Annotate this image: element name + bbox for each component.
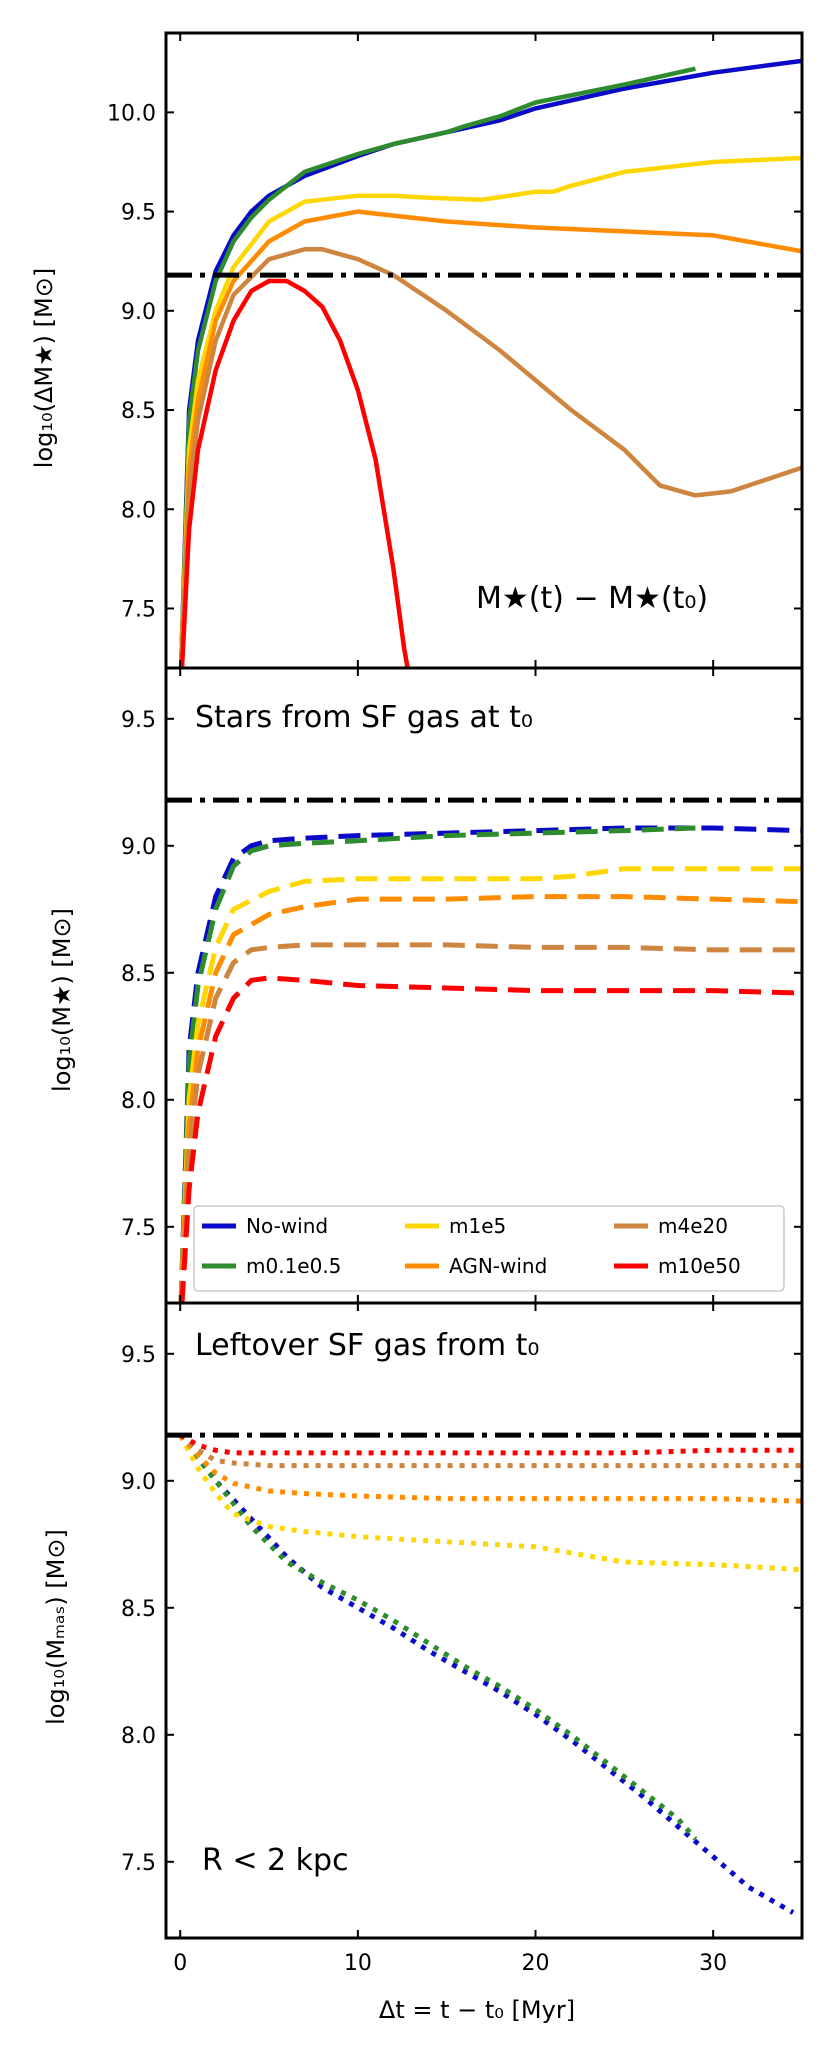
- annotation-middle-panel: Stars from SF gas at t₀: [195, 700, 533, 735]
- ylabel-bottom: log₁₀(Mₘₐₛ) [M⊙]: [42, 1529, 70, 1725]
- legend-label-m1e5: m1e5: [449, 1214, 506, 1238]
- ytick-label: 9.5: [121, 201, 156, 226]
- ytick-label: 8.0: [121, 1724, 156, 1749]
- ylabel-top: log₁₀(ΔM★) [M⊙]: [30, 268, 58, 468]
- series-m4e20-panel-1: [178, 942, 802, 1303]
- xtick-label: 20: [522, 1951, 550, 1976]
- series-m1e5-panel-1: [178, 866, 802, 1303]
- series-no-wind-panel-1: [178, 825, 802, 1303]
- series-no-wind-panel-2: [178, 1433, 795, 1915]
- ytick-label: 9.0: [121, 300, 156, 325]
- ytick-label: 10.0: [107, 101, 156, 126]
- legend-label-m01e05: m0.1e0.5: [246, 1254, 341, 1278]
- ytick-label: 7.5: [121, 597, 156, 622]
- xtick-label: 10: [344, 1951, 372, 1976]
- ytick-label: 9.0: [121, 1470, 156, 1495]
- panel-1: 7.5 8.0 8.5 9.0 9.5: [121, 666, 804, 1305]
- ytick-label: 7.5: [121, 1216, 156, 1241]
- series-m4e20-panel-0: [178, 247, 802, 668]
- series-no-wind-panel-0: [178, 58, 802, 668]
- series-m10e50-panel-2: [178, 1432, 802, 1456]
- ytick-label: 8.0: [121, 498, 156, 523]
- series-m01e05-panel-1: [178, 825, 696, 1303]
- ytick-label: 9.0: [121, 835, 156, 860]
- ytick-label: 8.5: [121, 1597, 156, 1622]
- series-m10e50-panel-1: [179, 975, 802, 1303]
- ytick-label: 7.5: [121, 1851, 156, 1876]
- ylabel-middle: log₁₀(M★) [M⊙]: [48, 908, 76, 1092]
- xtick-label: 0: [173, 1951, 187, 1976]
- series-m4e20-panel-2: [178, 1433, 802, 1469]
- xtick-label: 30: [699, 1951, 727, 1976]
- legend-label-m4e20: m4e20: [658, 1214, 728, 1238]
- ytick-label: 9.5: [121, 708, 156, 733]
- annotation-radius: R < 2 kpc: [202, 1843, 349, 1878]
- panel-2-data: [166, 1432, 802, 1915]
- legend-label-agn-wind: AGN-wind: [449, 1254, 547, 1278]
- annotation-top-panel: M★(t) − M★(t₀): [476, 581, 708, 616]
- annotation-bottom-panel: Leftover SF gas from t₀: [195, 1328, 539, 1363]
- series-m01e05-panel-0: [178, 66, 696, 668]
- series-agn-wind-panel-0: [178, 209, 802, 668]
- series-m1e5-panel-2: [177, 1433, 802, 1573]
- legend-label-no-wind: No-wind: [246, 1214, 328, 1238]
- panels: 7.5 8.0 8.5 9.0 9.5 10.0 7.5 8.0 8.5 9.0 9.5 7.5 8.0…: [107, 31, 804, 1976]
- panel-frame-2: [164, 1301, 804, 1940]
- xlabel: Δt = t − t₀ [Myr]: [379, 1996, 575, 2024]
- ytick-label: 8.5: [121, 962, 156, 987]
- panel-1-data: [166, 797, 802, 1303]
- ytick-label: 8.0: [121, 1089, 156, 1114]
- legend: No-wind m0.1e0.5 m1e5 AGN-wind m4e20 m10…: [193, 1205, 785, 1292]
- series-agn-wind-panel-1: [178, 894, 802, 1303]
- panel-0: 7.5 8.0 8.5 9.0 9.5 10.0: [107, 31, 804, 670]
- series-agn-wind-panel-2: [178, 1433, 802, 1504]
- panel-0-data: [166, 58, 802, 668]
- series-m01e05-panel-2: [178, 1433, 698, 1841]
- series-m1e5-panel-0: [178, 155, 802, 668]
- series-m10e50-panel-0: [179, 278, 410, 668]
- ytick-label: 8.5: [121, 399, 156, 424]
- legend-label-m10e50: m10e50: [658, 1254, 741, 1278]
- panel-2: 7.5 8.0 8.5 9.0 9.5 0 10 20 30: [121, 1301, 804, 1976]
- ytick-label: 9.5: [121, 1343, 156, 1368]
- panel-frame-0: [164, 31, 804, 670]
